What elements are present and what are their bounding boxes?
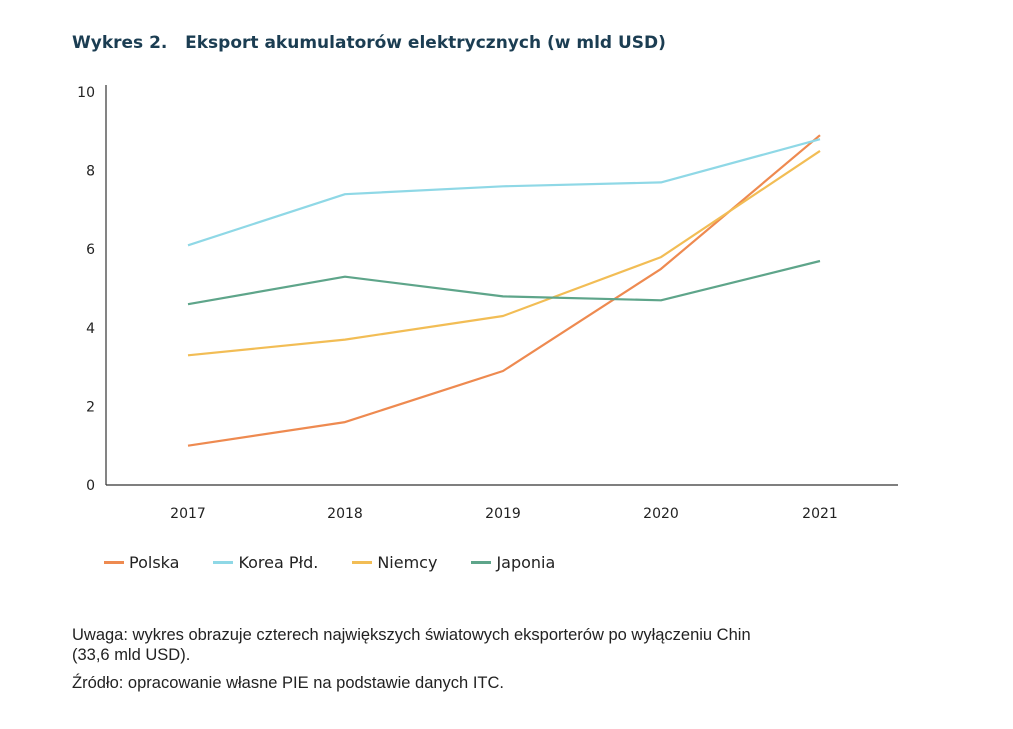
x-tick-label: 2017 — [170, 506, 206, 522]
legend-item: Polska — [104, 553, 179, 572]
x-tick-label: 2020 — [643, 506, 679, 522]
legend-item: Niemcy — [352, 553, 437, 572]
series-line-korea-p-d- — [187, 138, 821, 247]
legend-item: Korea Płd. — [213, 553, 318, 572]
x-tick-label: 2018 — [327, 506, 363, 522]
legend-label: Japonia — [496, 553, 556, 572]
legend-swatch — [471, 561, 492, 564]
y-tick-label: 8 — [86, 164, 95, 180]
series-line-polska — [187, 134, 821, 447]
legend-swatch — [213, 561, 234, 564]
source-note: Źródło: opracowanie własne PIE na podsta… — [72, 674, 504, 692]
y-tick-label: 0 — [86, 478, 95, 494]
y-tick-label: 2 — [86, 399, 95, 415]
note-line-2: (33,6 mld USD). — [72, 646, 191, 664]
series-line-niemcy — [187, 149, 821, 357]
y-tick-label: 4 — [86, 321, 95, 337]
legend-swatch — [104, 561, 124, 564]
legend-label: Korea Płd. — [238, 553, 319, 572]
legend-label: Polska — [129, 553, 180, 572]
note-line-1: Uwaga: wykres obrazuje czterech najwięks… — [72, 626, 751, 644]
legend: Polska Korea Płd. Niemcy Japonia — [104, 553, 589, 572]
legend-swatch — [352, 561, 373, 564]
y-tick-label: 10 — [77, 85, 95, 101]
x-tick-label: 2021 — [802, 506, 838, 522]
x-tick-label: 2019 — [485, 506, 521, 522]
chart-title: Wykres 2. Eksport akumulatorów elektrycz… — [72, 33, 666, 53]
series-line-japonia — [187, 259, 821, 306]
legend-label: Niemcy — [377, 553, 438, 572]
y-tick-label: 6 — [86, 242, 95, 258]
legend-item: Japonia — [471, 553, 555, 572]
